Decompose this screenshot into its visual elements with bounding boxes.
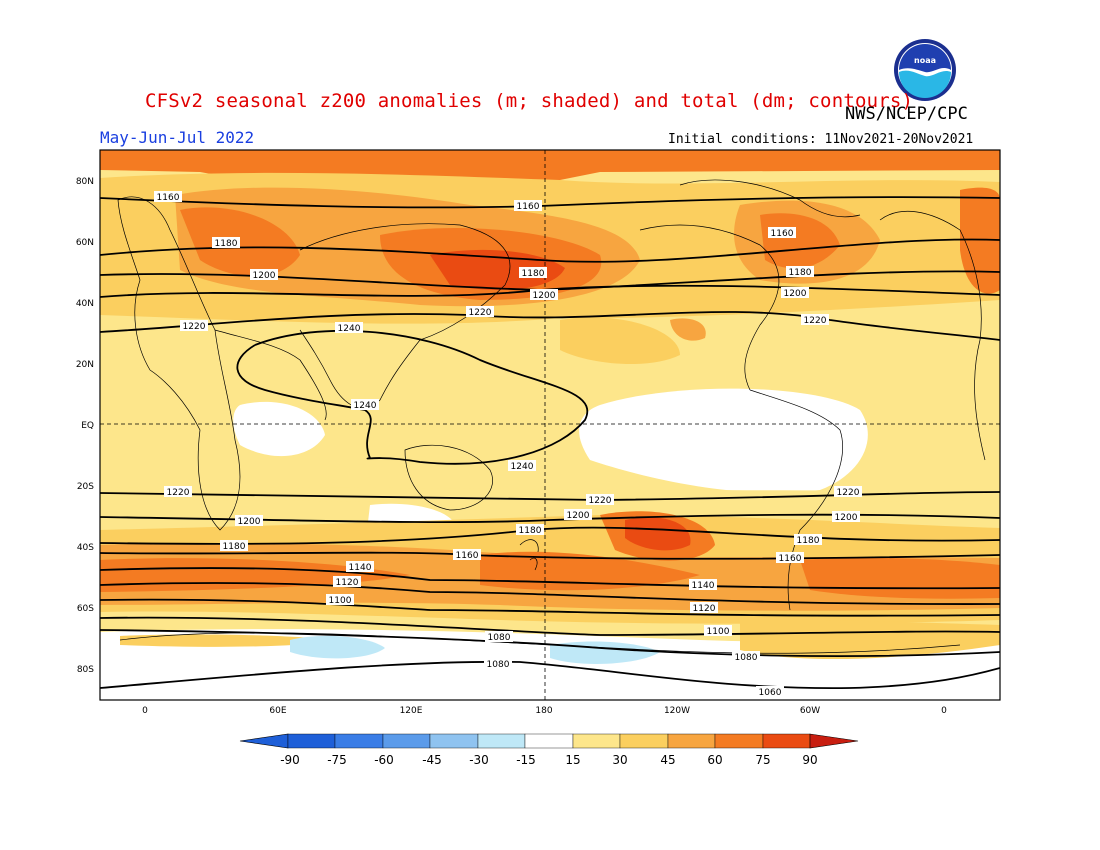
colorbar-tick: 30 (612, 753, 627, 767)
lat-label: 60N (76, 238, 94, 248)
colorbar-swatch (619, 733, 669, 749)
contour-label: 1240 (338, 324, 361, 334)
contour-label: 1180 (519, 526, 542, 536)
contour-label: 1120 (693, 604, 716, 614)
colorbar-swatch (382, 733, 431, 749)
contour-label: 1180 (215, 239, 238, 249)
colorbar-swatch (714, 733, 764, 749)
contour-label: 1140 (692, 581, 715, 591)
longitude-axis: 0 60E 120E 180 120W 60W 0 (142, 706, 947, 716)
lat-label: 80N (76, 177, 94, 187)
contour-label: 1160 (517, 202, 540, 212)
contour-label: 1200 (784, 289, 807, 299)
contour-label: 1060 (759, 688, 782, 698)
contour-labels: 1160 1160 1160 1180 1180 1180 1200 1200 … (154, 191, 862, 698)
contour-label: 1080 (488, 633, 511, 643)
latitude-axis: 80N 60N 40N 20N EQ 20S 40S 60S 80S (76, 177, 94, 675)
contour-label: 1240 (511, 462, 534, 472)
noaa-logo-text: noaa (914, 56, 936, 65)
contour-label: 1200 (238, 517, 261, 527)
contour-label: 1160 (157, 193, 180, 203)
colorbar-tick: -30 (469, 753, 489, 767)
lon-label: 60W (800, 706, 820, 716)
colorbar: -90 -75 -60 -45 -30 -15 15 30 45 60 75 9… (239, 733, 859, 767)
contour-label: 1220 (183, 322, 206, 332)
colorbar-swatch (429, 733, 479, 749)
colorbar-swatch (762, 733, 811, 749)
contour-label: 1180 (522, 269, 545, 279)
contour-label: 1100 (707, 627, 730, 637)
colorbar-tick: 90 (802, 753, 817, 767)
colorbar-swatch (334, 733, 384, 749)
contour-label: 1200 (835, 513, 858, 523)
colorbar-tick: -15 (516, 753, 536, 767)
contour-label: 1100 (329, 596, 352, 606)
colorbar-tick: -60 (374, 753, 394, 767)
lat-label: 40S (77, 543, 94, 553)
colorbar-tick: 15 (565, 753, 580, 767)
lat-label: 40N (76, 299, 94, 309)
contour-label: 1180 (223, 542, 246, 552)
lon-label: 60E (269, 706, 286, 716)
colorbar-swatch (524, 733, 574, 749)
contour-label: 1220 (837, 488, 860, 498)
colorbar-swatch (572, 733, 621, 749)
contour-label: 1240 (354, 401, 377, 411)
contour-label: 1220 (804, 316, 827, 326)
colorbar-swatch (477, 733, 526, 749)
contour-label: 1200 (253, 271, 276, 281)
colorbar-tick: -45 (422, 753, 442, 767)
contour-label: 1180 (789, 268, 812, 278)
lon-label: 120W (664, 706, 690, 716)
colorbar-swatch (667, 733, 716, 749)
contour-label: 1200 (567, 511, 590, 521)
contour-label: 1160 (771, 229, 794, 239)
lat-label: 20S (77, 482, 94, 492)
colorbar-arrow-left (239, 733, 289, 749)
contour-label: 1140 (349, 563, 372, 573)
chart-title: CFSv2 seasonal z200 anomalies (m; shaded… (145, 90, 914, 112)
colorbar-tick: 75 (755, 753, 770, 767)
colorbar-tick: -75 (327, 753, 347, 767)
lon-label: 0 (941, 706, 947, 716)
contour-label: 1160 (779, 554, 802, 564)
map-frame (99, 149, 1001, 701)
colorbar-arrow-right (809, 733, 859, 749)
forecast-period: May-Jun-Jul 2022 (100, 128, 255, 147)
noaa-logo-icon: noaa (894, 39, 956, 101)
contour-label: 1220 (167, 488, 190, 498)
reference-lines (100, 150, 1000, 700)
contour-label: 1180 (797, 536, 820, 546)
colorbar-swatch (287, 733, 336, 749)
agency-label: NWS/NCEP/CPC (845, 104, 968, 124)
contour-label: 1220 (589, 496, 612, 506)
contour-label: 1200 (533, 291, 556, 301)
lon-label: 0 (142, 706, 148, 716)
lat-label: EQ (81, 421, 94, 431)
lat-label: 20N (76, 360, 94, 370)
anomaly-shading (100, 150, 1000, 700)
contour-label: 1160 (456, 551, 479, 561)
contour-label: 1120 (336, 578, 359, 588)
contour-label: 1080 (487, 660, 510, 670)
lon-label: 120E (400, 706, 423, 716)
colorbar-tick: 45 (660, 753, 675, 767)
lon-label: 180 (535, 706, 552, 716)
initial-conditions: Initial conditions: 11Nov2021-20Nov2021 (668, 132, 974, 147)
contour-label: 1080 (735, 653, 758, 663)
lat-label: 60S (77, 604, 94, 614)
colorbar-tick: 60 (707, 753, 722, 767)
contour-label: 1220 (469, 308, 492, 318)
lat-label: 80S (77, 665, 94, 675)
colorbar-tick: -90 (280, 753, 300, 767)
